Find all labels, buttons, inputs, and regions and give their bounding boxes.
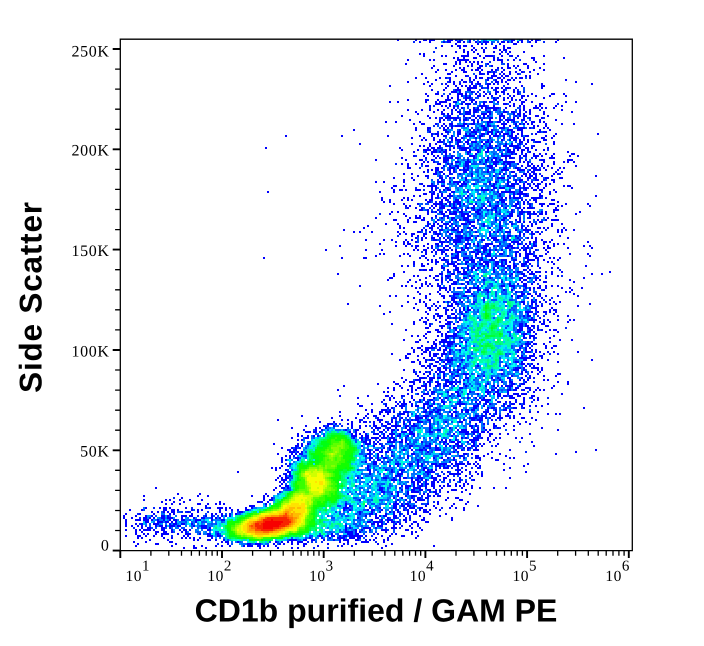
svg-text:50K: 50K (80, 444, 109, 461)
svg-text:200K: 200K (72, 143, 110, 160)
svg-text:0: 0 (101, 538, 110, 555)
svg-text:Side Scatter: Side Scatter (13, 201, 49, 393)
svg-text:250K: 250K (72, 44, 110, 61)
svg-text:150K: 150K (72, 243, 110, 260)
svg-text:100K: 100K (72, 343, 110, 360)
svg-text:CD1b purified / GAM PE: CD1b purified / GAM PE (195, 593, 558, 629)
